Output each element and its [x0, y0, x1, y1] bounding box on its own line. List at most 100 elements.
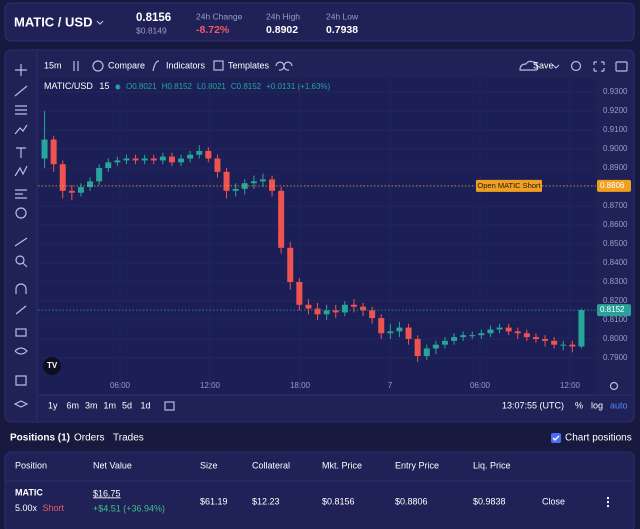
candle-body: [187, 154, 194, 159]
stat-label: 24h Change: [196, 11, 243, 21]
drawing-tools[interactable]: [13, 64, 29, 408]
undo-redo[interactable]: [275, 61, 293, 71]
candle-body: [159, 156, 166, 161]
candle-body: [560, 344, 567, 346]
candle-body: [551, 340, 558, 345]
templates-icon[interactable]: [213, 60, 224, 71]
save-chevron[interactable]: [552, 64, 560, 69]
candle-body: [223, 171, 230, 191]
price-line-label: 0.8806: [600, 181, 625, 190]
candle-body: [105, 162, 112, 169]
bar-style-icon[interactable]: [73, 61, 79, 71]
column-header: Collateral: [252, 460, 290, 470]
checkbox[interactable]: [551, 433, 561, 443]
stat-value: 0.7938: [326, 24, 358, 36]
range-button[interactable]: 1m: [104, 400, 117, 410]
candle-body: [323, 310, 330, 315]
candle-body: [168, 156, 175, 163]
index-price: $0.8149: [136, 25, 167, 35]
x-tick-label: 7: [388, 381, 393, 390]
axis-settings[interactable]: [609, 381, 619, 391]
ohlc-value: O0.8021: [126, 82, 157, 91]
candle-body: [441, 340, 448, 345]
indicators[interactable]: Indicators: [166, 60, 206, 70]
ranges: 1y 6m 3m 1m 5d 1d: [48, 400, 151, 410]
compare-icon[interactable]: [92, 60, 104, 72]
ohlc-value: H0.8152: [162, 82, 193, 91]
range-button[interactable]: 1y: [48, 400, 58, 410]
pnl: +$4.51 (+36.94%): [93, 503, 165, 513]
candle-body: [542, 338, 549, 341]
range-button[interactable]: 5d: [122, 400, 132, 410]
candle-body: [114, 160, 121, 163]
candle-body: [269, 179, 276, 191]
candle-body: [77, 187, 84, 193]
tab[interactable]: Orders: [74, 433, 105, 444]
candle-body: [287, 247, 294, 282]
percent-toggle[interactable]: %: [575, 400, 583, 410]
x-tick-label: 06:00: [110, 381, 131, 390]
y-tick-label: 0.8700: [603, 201, 628, 210]
fullscreen-icon[interactable]: [593, 61, 605, 72]
screenshot-icon[interactable]: [615, 61, 628, 72]
candle-body: [259, 179, 266, 182]
x-tick-label: 12:00: [560, 381, 581, 390]
range-button[interactable]: 3m: [85, 400, 98, 410]
candle-body: [469, 335, 476, 337]
candle-body: [532, 337, 539, 339]
size: $61.19: [200, 496, 228, 506]
mark-price: $0.8156: [322, 496, 355, 506]
legend-interval: 15: [99, 81, 109, 91]
ohlc-value: C0.8152: [231, 82, 262, 91]
pair-chevron[interactable]: [96, 20, 104, 25]
stat-label: 24h Low: [326, 11, 359, 21]
candle-body: [305, 304, 312, 309]
logo-mark: TV: [47, 361, 58, 370]
table-header: Position Net Value Size Collateral Mkt. Pric…: [15, 460, 511, 470]
ohlc-legend: O0.8021 H0.8152 L0.8021 C0.8152 +0.0131 (+1.…: [126, 82, 331, 91]
collateral: $12.23: [252, 496, 280, 506]
log-toggle[interactable]: log: [591, 400, 603, 410]
x-tick-label: 18:00: [290, 381, 311, 390]
range-button[interactable]: 6m: [67, 400, 80, 410]
side: Short: [43, 503, 65, 513]
chart-positions-label[interactable]: Chart positions: [565, 433, 632, 444]
column-header: Mkt. Price: [322, 460, 362, 470]
tab-active[interactable]: Positions (1): [10, 433, 70, 444]
candle-body: [369, 310, 376, 319]
candle-body: [132, 158, 139, 161]
candle-body: [460, 335, 467, 338]
candle-body: [68, 190, 75, 193]
pair[interactable]: MATIC / USD: [14, 14, 92, 29]
candle-body: [496, 327, 503, 330]
tab[interactable]: Trades: [113, 433, 144, 444]
interval[interactable]: 15m: [44, 60, 62, 70]
clock: 13:07:55 (UTC): [502, 400, 564, 410]
column-header: Size: [200, 460, 218, 470]
candle-body: [378, 318, 385, 334]
range-button[interactable]: 1d: [141, 400, 151, 410]
x-tick-label: 12:00: [200, 381, 221, 390]
logo: [43, 357, 61, 375]
positions-panel: [4, 451, 635, 529]
templates[interactable]: Templates: [228, 60, 270, 70]
candle-body: [387, 331, 394, 334]
y-tick-label: 0.8300: [603, 277, 628, 286]
save[interactable]: Save: [533, 60, 554, 70]
auto-toggle[interactable]: auto: [610, 400, 628, 410]
compare[interactable]: Compare: [108, 60, 145, 70]
net-value[interactable]: $16.75: [93, 488, 121, 498]
candle-body: [350, 304, 357, 307]
candle-body: [50, 139, 57, 165]
candle-body: [505, 327, 512, 332]
candle-body: [569, 344, 576, 347]
indicators-icon[interactable]: [152, 60, 160, 72]
ohlc-value: L0.8021: [197, 82, 226, 91]
close-button[interactable]: Close: [542, 496, 565, 506]
settings-icon[interactable]: [570, 60, 582, 72]
date-range-icon[interactable]: [164, 401, 175, 411]
save-icon[interactable]: [519, 60, 539, 71]
column-header: Position: [15, 460, 47, 470]
candle-body: [214, 158, 221, 172]
